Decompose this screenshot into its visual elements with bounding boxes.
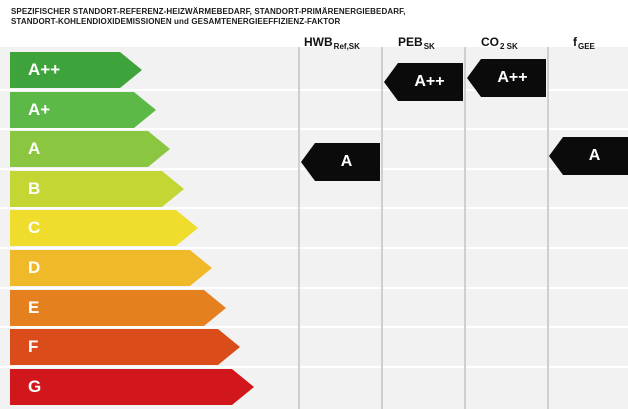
rating-badge-co2: A++	[467, 59, 546, 97]
column-divider	[298, 47, 300, 409]
rating-badge-hwb: A	[301, 143, 380, 181]
class-bar-b: B	[10, 171, 184, 207]
class-label: A	[28, 139, 41, 158]
column-header-hwb: HWBRef,SK	[304, 35, 360, 51]
header-line-1: SPEZIFISCHER STANDORT-REFERENZ-HEIZWÄRME…	[11, 7, 406, 16]
grid-divider	[0, 287, 628, 289]
column-header-peb-main: PEB	[398, 35, 423, 49]
column-header-peb-sub: SK	[423, 42, 435, 51]
page-header: SPEZIFISCHER STANDORT-REFERENZ-HEIZWÄRME…	[11, 7, 611, 27]
column-header-co2-sub: 2 SK	[500, 42, 518, 51]
class-label: A+	[28, 100, 51, 119]
class-label: F	[28, 337, 39, 356]
grid-divider	[0, 89, 628, 91]
header-line-2: STANDORT-KOHLENDIOXIDEMISSIONEN und GESA…	[11, 17, 341, 26]
class-label: B	[28, 179, 41, 198]
column-header-co2: CO2 SK	[481, 35, 518, 51]
rating-badge-peb: A++	[384, 63, 463, 101]
column-header-hwb-sub: Ref,SK	[333, 42, 360, 51]
class-bar-c: C	[10, 210, 198, 246]
class-bar-d: D	[10, 250, 212, 286]
grid-divider	[0, 326, 628, 328]
grid-divider	[0, 247, 628, 249]
class-label: C	[28, 218, 41, 237]
class-label: E	[28, 298, 40, 317]
column-divider	[547, 47, 549, 409]
column-header-hwb-main: HWB	[304, 35, 333, 49]
class-bar-f: F	[10, 329, 240, 365]
column-header-peb: PEBSK	[398, 35, 435, 51]
class-bar-a: A	[10, 131, 170, 167]
column-divider	[381, 47, 383, 409]
class-label: G	[28, 377, 42, 396]
class-label: D	[28, 258, 41, 277]
grid-divider	[0, 207, 628, 209]
class-bar-g: G	[10, 369, 254, 405]
rating-badge-fgee: A	[549, 137, 628, 175]
column-header-fgee: fGEE	[573, 35, 595, 51]
class-label: A++	[28, 60, 61, 79]
grid-divider	[0, 128, 628, 130]
column-header-fgee-sub: GEE	[578, 42, 595, 51]
column-header-co2-main: CO	[481, 35, 499, 49]
class-bar-a-plus: A+	[10, 92, 156, 128]
column-divider	[464, 47, 466, 409]
class-bar-e: E	[10, 290, 226, 326]
class-bar-a-plus-plus: A++	[10, 52, 142, 88]
grid-divider	[0, 366, 628, 368]
column-header-fgee-main: f	[573, 35, 577, 49]
